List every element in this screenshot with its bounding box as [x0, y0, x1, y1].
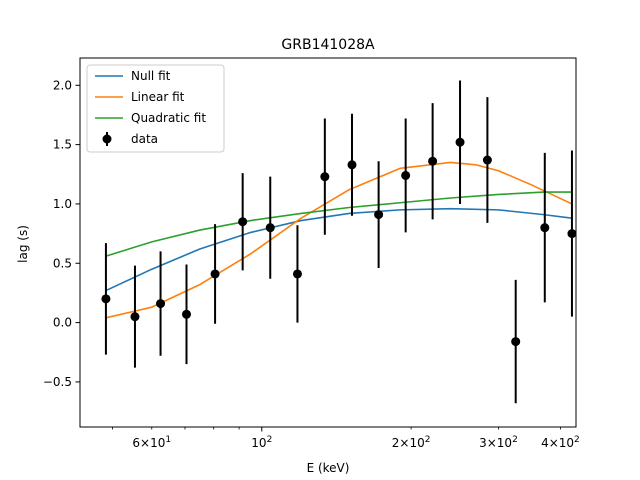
y-tick-label: −0.5	[43, 375, 72, 389]
legend-box	[86, 64, 225, 153]
data-point	[482, 155, 492, 165]
x-tick-label: 2×102	[392, 435, 431, 450]
fit-line-linear-fit	[105, 161, 573, 319]
x-tick-label: 6×101	[132, 435, 171, 450]
x-tick-label: 3×102	[479, 435, 518, 450]
fit-line-quadratic-fit	[105, 191, 572, 257]
y-axis-label: lag (s)	[16, 225, 30, 263]
x-tick-label: 102	[251, 435, 272, 450]
fit-line-null-fit	[105, 207, 573, 292]
y-tick-label: 1.0	[53, 197, 72, 211]
x-tick-label: 4×102	[541, 435, 580, 450]
data-point	[374, 210, 384, 220]
data-point	[511, 337, 521, 347]
data-point	[156, 299, 166, 309]
legend-label: Null fit	[131, 69, 171, 83]
x-axis-label: E (keV)	[307, 461, 350, 475]
data-point	[428, 156, 438, 166]
data-point	[210, 269, 220, 279]
y-tick-label: 2.0	[53, 78, 72, 92]
data-point	[455, 137, 465, 147]
y-tick-label: 0.0	[53, 316, 72, 330]
data-point	[347, 160, 357, 170]
data-point	[238, 217, 248, 227]
data-point	[130, 312, 140, 322]
data-point	[182, 309, 192, 319]
legend-label: Quadratic fit	[131, 111, 206, 125]
legend-label: data	[131, 132, 158, 146]
data-point	[265, 223, 275, 233]
data-point	[567, 229, 576, 239]
data-point	[292, 269, 302, 279]
axes-frame	[79, 57, 577, 428]
y-tick-label: 0.5	[53, 256, 72, 270]
data-point	[540, 223, 550, 233]
chart-title: GRB141028A	[281, 37, 375, 53]
y-tick-label: 1.5	[53, 138, 72, 152]
legend-label: Linear fit	[131, 90, 185, 104]
legend-swatch-data-marker	[102, 134, 112, 144]
data-point	[320, 172, 330, 182]
data-point	[401, 170, 411, 180]
data-point	[101, 294, 111, 304]
